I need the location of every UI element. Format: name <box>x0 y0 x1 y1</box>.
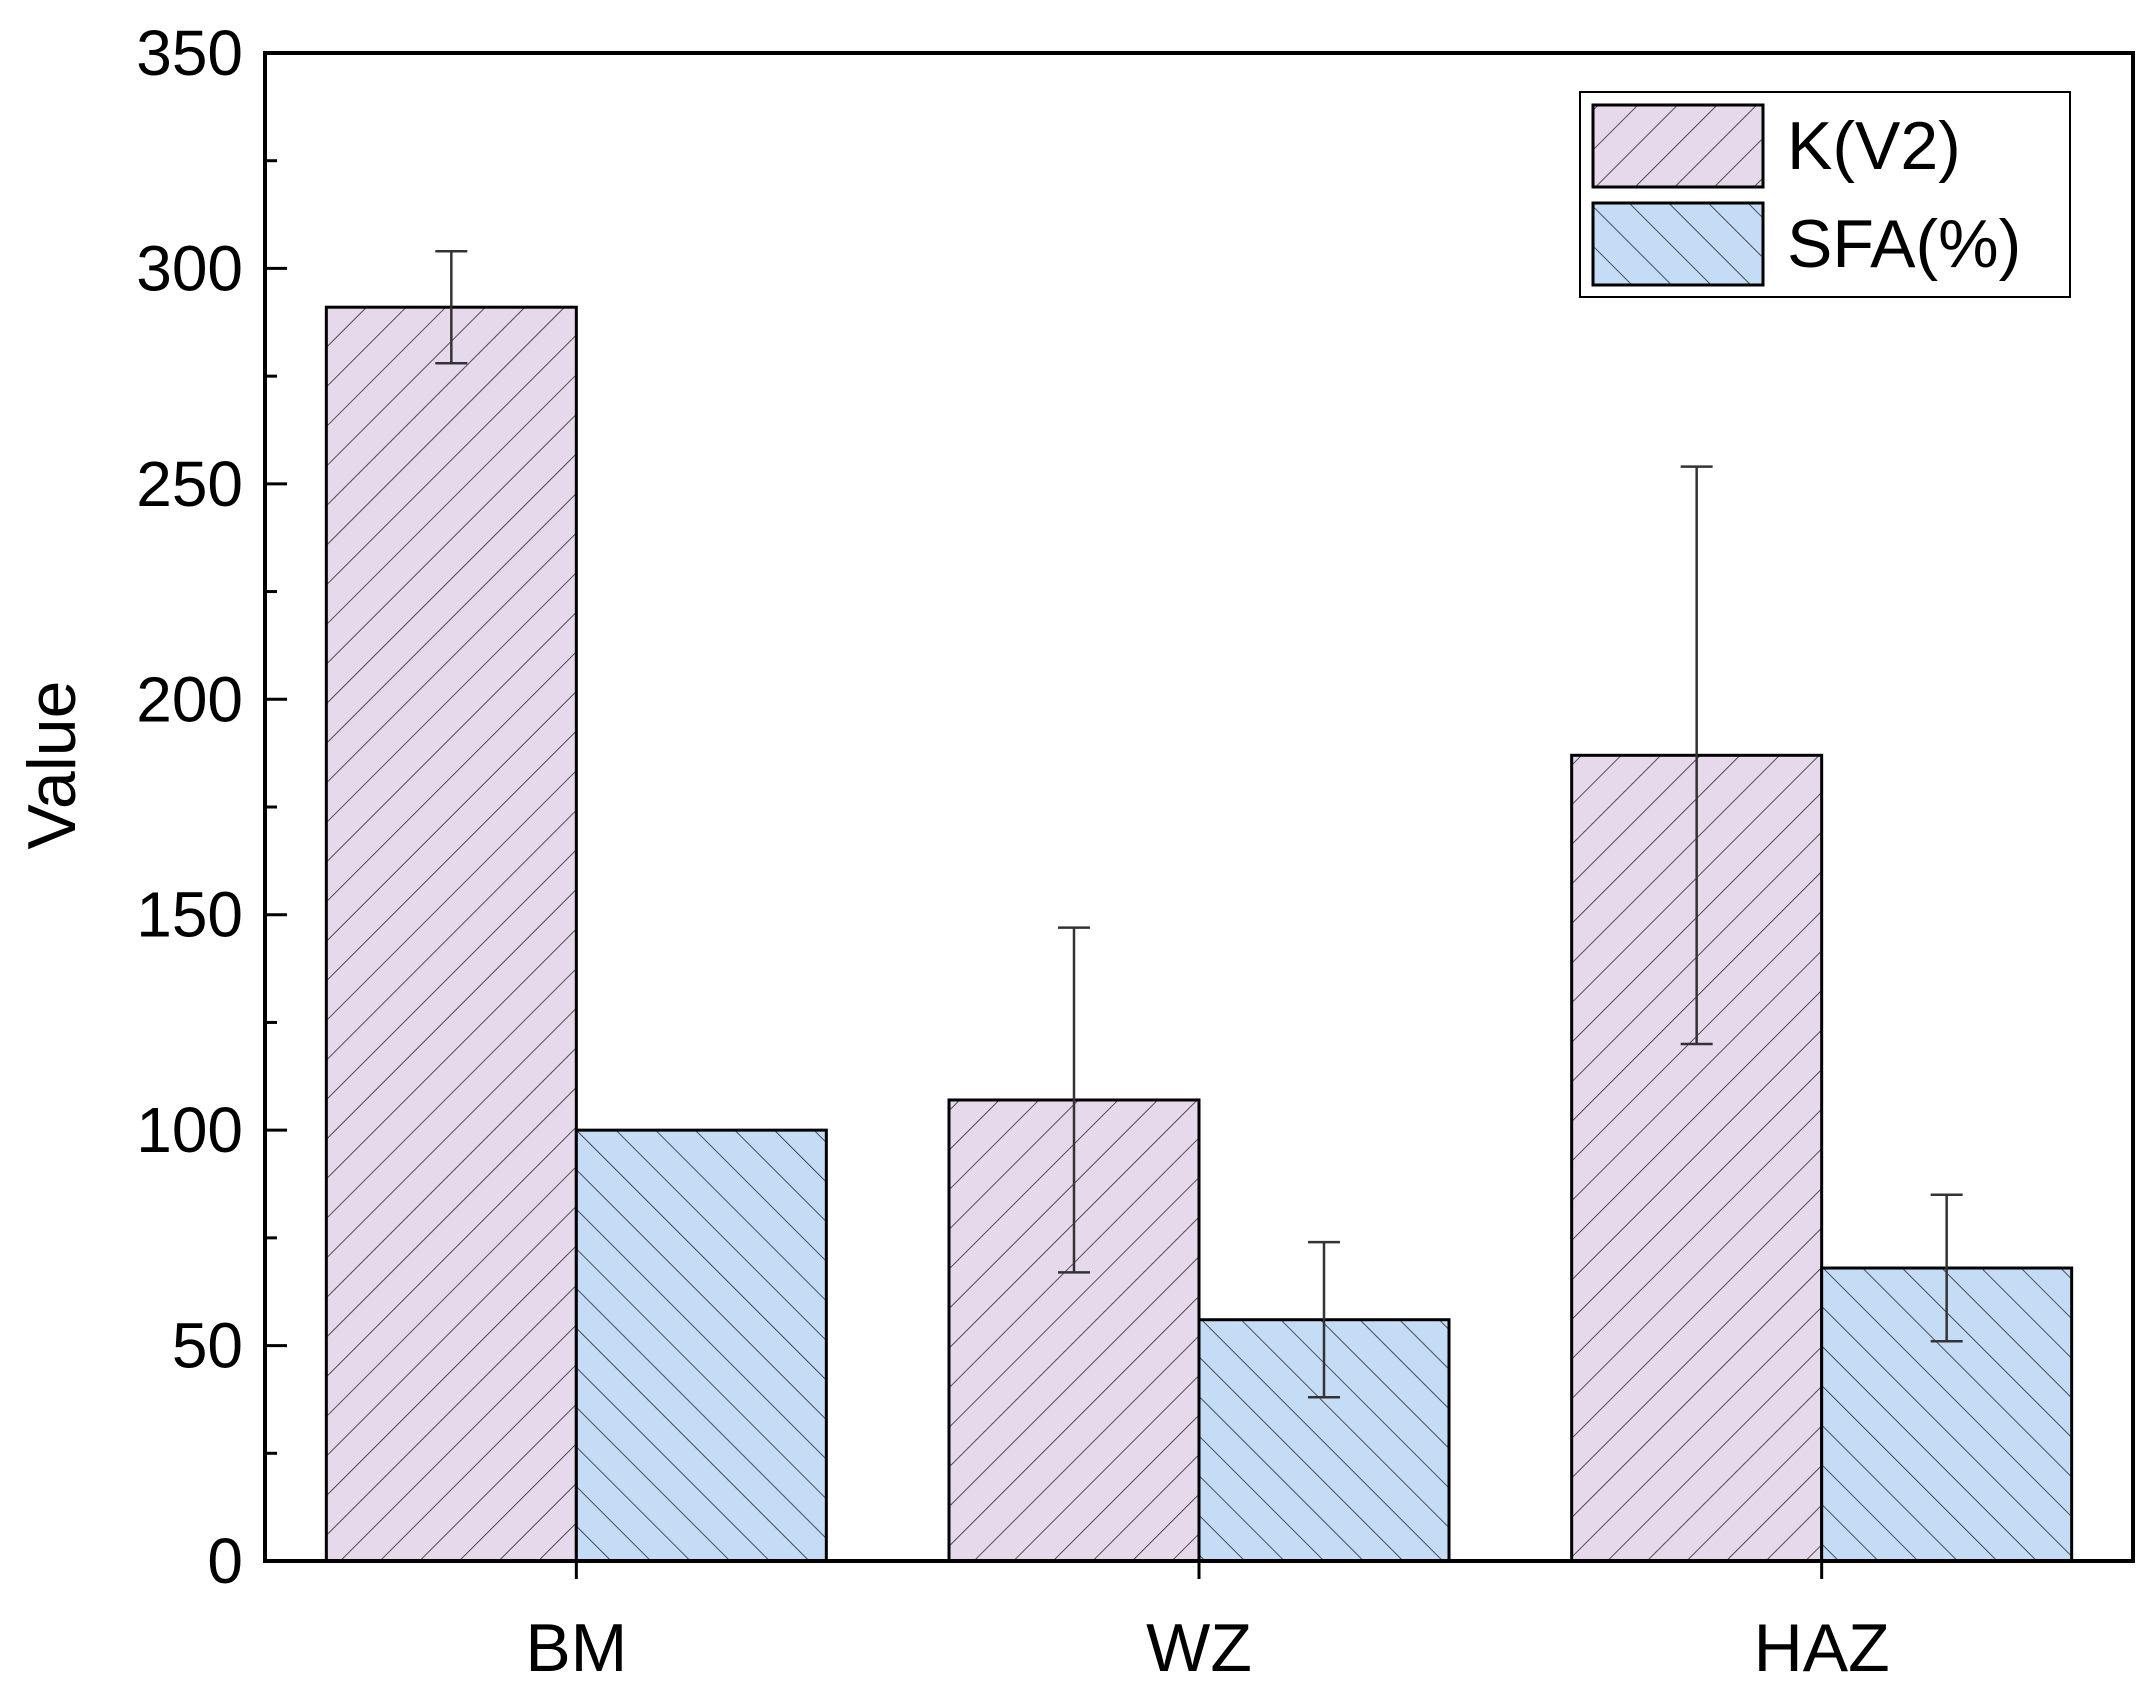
y-tick-label: 250 <box>136 448 243 520</box>
legend: K(V2) SFA(%) <box>1579 91 2071 298</box>
x-axis: BM WZ HAZ <box>525 1561 1890 1686</box>
error-bars-group <box>435 249 1963 1399</box>
y-tick-label: 350 <box>136 17 243 89</box>
y-tick-label: 300 <box>136 232 243 304</box>
bar-bm-series-0 <box>324 305 578 1563</box>
legend-swatch-sfa <box>1591 201 1765 287</box>
bar-bm-series-1 <box>574 1128 828 1563</box>
x-tick-label-haz: HAZ <box>1754 1610 1890 1686</box>
y-axis: 0 50 100 150 200 250 300 350 <box>136 17 287 1597</box>
bars-group <box>324 305 2074 1563</box>
legend-label-kv2: K(V2) <box>1787 108 1961 184</box>
y-tick-label: 150 <box>136 879 243 951</box>
legend-label-sfa: SFA(%) <box>1787 206 2021 282</box>
y-tick-label: 200 <box>136 663 243 735</box>
y-axis-title: Value <box>14 681 90 850</box>
y-tick-label: 0 <box>207 1525 243 1597</box>
legend-swatch-kv2 <box>1591 103 1765 189</box>
y-tick-label: 100 <box>136 1094 243 1166</box>
y-tick-label: 50 <box>172 1310 243 1382</box>
x-tick-label-bm: BM <box>525 1610 627 1686</box>
x-tick-label-wz: WZ <box>1146 1610 1252 1686</box>
